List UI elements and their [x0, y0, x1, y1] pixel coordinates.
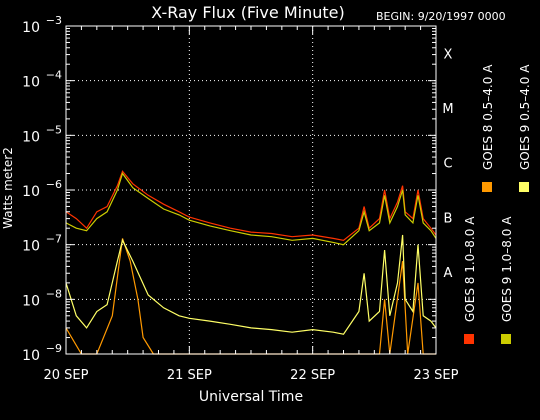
- y-tick-label: 10: [22, 75, 40, 91]
- legend-swatch: [482, 182, 492, 192]
- legend-label: GOES 8 1.0–8.0 A: [463, 216, 477, 322]
- series-line-4: [65, 234, 437, 335]
- series-line-3: [65, 172, 437, 246]
- y-tick-exponent: −6: [46, 178, 62, 191]
- flare-class-label: A: [444, 266, 453, 281]
- y-tick-label: 10: [22, 293, 40, 309]
- chart-title: X-Ray Flux (Five Minute): [151, 3, 344, 22]
- y-tick-label: 10: [22, 348, 40, 364]
- legend-swatch: [501, 334, 511, 344]
- y-tick-label: 10: [22, 20, 40, 36]
- x-tick-label: 20 SEP: [44, 368, 89, 383]
- x-tick-label: 23 SEP: [414, 368, 459, 383]
- legend-label: GOES 9 0.5–4.0 A: [518, 64, 532, 170]
- y-tick-label: 10: [22, 184, 40, 200]
- flare-class-label: C: [443, 157, 452, 172]
- y-axis-label: Watts meter2: [1, 147, 15, 229]
- legend-swatch: [519, 182, 529, 192]
- flare-class-label: M: [442, 102, 453, 117]
- begin-date-label: BEGIN: 9/20/1997 0000: [376, 10, 506, 23]
- legend-swatch: [464, 334, 474, 344]
- y-tick-exponent: −7: [46, 233, 62, 246]
- legend-label: GOES 8 0.5–4.0 A: [481, 64, 495, 170]
- legend-label: GOES 9 1.0–8.0 A: [500, 216, 514, 322]
- x-axis-label: Universal Time: [199, 389, 303, 405]
- y-tick-exponent: −3: [46, 14, 62, 27]
- legend: GOES 8 1.0–8.0 A GOES 8 0.5–4.0 A GOES 9 1…: [463, 64, 532, 344]
- flare-class-label: X: [444, 47, 453, 62]
- x-tick-label: 21 SEP: [167, 368, 212, 383]
- y-tick-label: 10: [22, 239, 40, 255]
- y-tick-exponent: −4: [46, 69, 62, 82]
- grid-lines: [66, 26, 436, 354]
- y-tick-label: 10: [22, 129, 40, 145]
- y-tick-exponent: −8: [46, 287, 62, 300]
- axes: 10 −9 10 −8 10 −7 10 −6 10 −5 10 −4 10 −3 20 SEP 21 SEP…: [22, 14, 458, 383]
- y-tick-exponent: −9: [46, 342, 62, 355]
- flare-class-label: B: [444, 211, 453, 226]
- y-tick-exponent: −5: [46, 123, 62, 136]
- x-tick-label: 22 SEP: [290, 368, 335, 383]
